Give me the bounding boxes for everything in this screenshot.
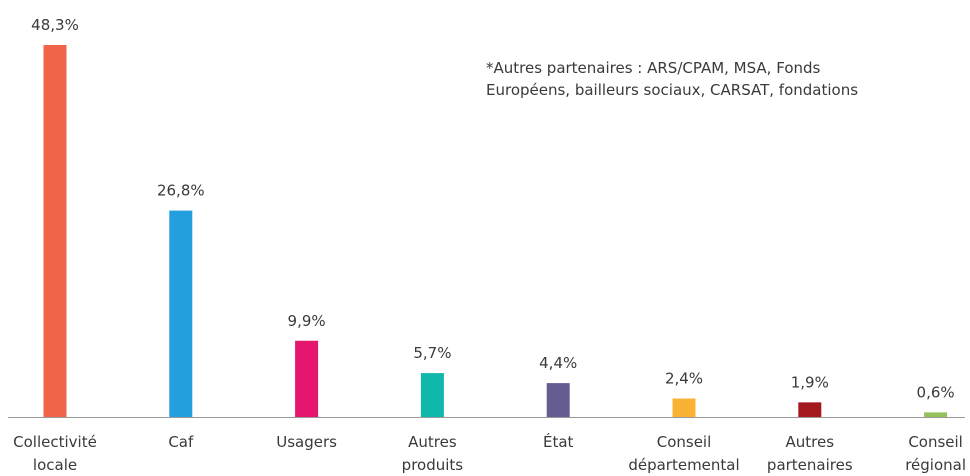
category-label-1-0: Caf [168, 433, 194, 451]
category-label-5-1: départemental [628, 456, 739, 474]
value-label-1: 26,8% [157, 182, 205, 200]
bar-4 [546, 383, 570, 417]
category-label-4-0: État [543, 432, 574, 451]
value-label-5: 2,4% [665, 370, 703, 388]
category-label-3-0: Autres [408, 433, 457, 451]
value-label-3: 5,7% [413, 344, 451, 362]
bar-0 [43, 45, 67, 417]
category-label-5-0: Conseil [657, 433, 712, 451]
category-label-0-1: locale [33, 456, 77, 474]
chart-footnote: *Autres partenaires : ARS/CPAM, MSA, Fon… [486, 57, 926, 101]
category-label-6-0: Autres [786, 433, 835, 451]
footnote-line-2: Européens, bailleurs sociaux, CARSAT, fo… [486, 81, 859, 99]
category-label-0-0: Collectivité [13, 433, 97, 451]
value-label-6: 1,9% [791, 373, 829, 391]
value-label-0: 48,3% [31, 16, 79, 34]
value-label-2: 9,9% [288, 312, 326, 330]
value-label-7: 0,6% [917, 383, 955, 401]
category-label-2-0: Usagers [276, 433, 337, 451]
category-label-7-0: Conseil [908, 433, 963, 451]
category-label-3-1: produits [402, 456, 464, 474]
footnote-line-1: *Autres partenaires : ARS/CPAM, MSA, Fon… [486, 59, 821, 77]
category-label-7-1: régional [905, 456, 966, 474]
bar-5 [672, 398, 696, 417]
bar-1 [169, 210, 193, 417]
bar-6 [798, 402, 822, 417]
category-label-6-1: partenaires [767, 456, 853, 474]
bar-3 [420, 373, 444, 417]
bar-7 [924, 412, 948, 417]
value-label-4: 4,4% [539, 354, 577, 372]
bar-2 [295, 340, 319, 417]
